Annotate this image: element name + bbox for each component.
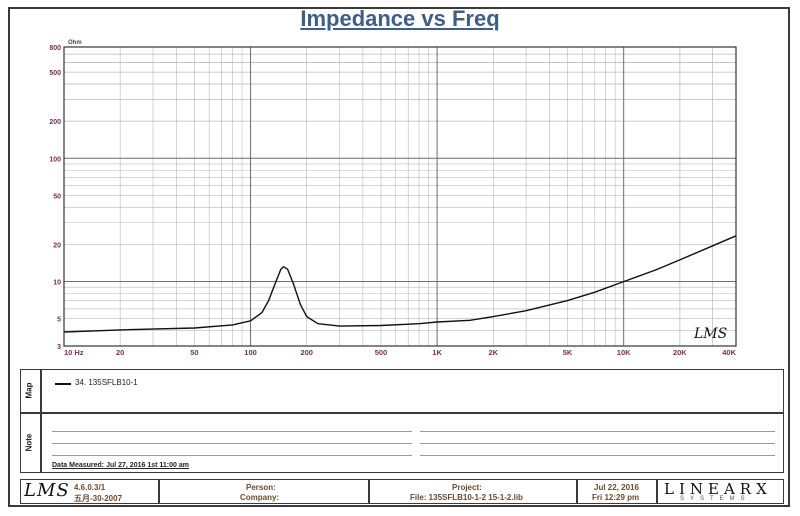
y-tick-label: 200: [49, 119, 61, 126]
linearx-logo: LINEARX: [664, 480, 772, 498]
x-tick-label: 40K: [722, 348, 736, 357]
linearx-subtitle: SYSTEMS: [680, 496, 751, 502]
x-tick-label: 200: [300, 348, 313, 357]
map-panel: [20, 369, 784, 413]
note-line: [52, 431, 412, 432]
note-line: [52, 443, 412, 444]
legend-swatch: [55, 383, 71, 385]
y-tick-label: 5: [57, 317, 61, 324]
measured-date: Data Measured: Jul 27, 2016 1st 11:00 am: [52, 462, 189, 469]
x-tick-label: 50: [190, 348, 198, 357]
x-tick-label: 500: [375, 348, 388, 357]
chart-title: Impedance vs Freq: [300, 6, 500, 31]
map-divider: [40, 369, 42, 413]
x-tick-label: 1K: [432, 348, 442, 357]
map-label: Map: [24, 382, 34, 399]
y-tick-label: 10: [53, 280, 61, 287]
note-divider: [40, 413, 42, 473]
x-tick-label: 20: [116, 348, 124, 357]
note-line: [420, 443, 775, 444]
plot-border: [63, 46, 737, 347]
note-line: [420, 431, 775, 432]
y-tick-label: 800: [49, 45, 61, 52]
person-label: Person:: [246, 483, 276, 492]
project-label: Project:: [452, 483, 482, 492]
x-tick-label: 2K: [488, 348, 498, 357]
version-line2: 五月-30-2007: [74, 494, 123, 503]
footer-divider: [656, 479, 658, 504]
footer-divider: [368, 479, 370, 504]
note-line: [52, 455, 412, 456]
plot-area: [64, 47, 736, 346]
y-tick-label: 3: [57, 344, 61, 351]
y-tick-label: 100: [49, 156, 61, 163]
x-tick-label: 10K: [617, 348, 631, 357]
date-line2: Fri 12:29 pm: [592, 493, 640, 502]
version-line1: 4.6.0.3/1: [74, 483, 106, 492]
note-line: [420, 455, 775, 456]
x-tick-label: 5K: [563, 348, 573, 357]
lms-watermark: LMS: [693, 326, 727, 342]
footer-divider: [158, 479, 160, 504]
lms-logo: LMS: [24, 480, 70, 501]
legend-entry: 34. 135SFLB10-1: [75, 378, 138, 387]
y-axis-unit: Ohm: [68, 40, 82, 46]
series-line: [63, 235, 737, 333]
footer-divider: [576, 479, 578, 504]
date-line1: Jul 22, 2016: [594, 483, 639, 492]
x-tick-label: 100: [244, 348, 257, 357]
x-tick-label: 20K: [673, 348, 687, 357]
y-tick-label: 500: [49, 70, 61, 77]
file-label: File: 135SFLB10-1-2 15-1-2.lib: [410, 493, 523, 502]
y-tick-label: 20: [53, 242, 61, 249]
y-tick-label: 50: [53, 193, 61, 200]
note-label: Note: [24, 433, 34, 452]
x-tick-label: 10 Hz: [64, 348, 84, 357]
company-label: Company:: [240, 493, 280, 502]
